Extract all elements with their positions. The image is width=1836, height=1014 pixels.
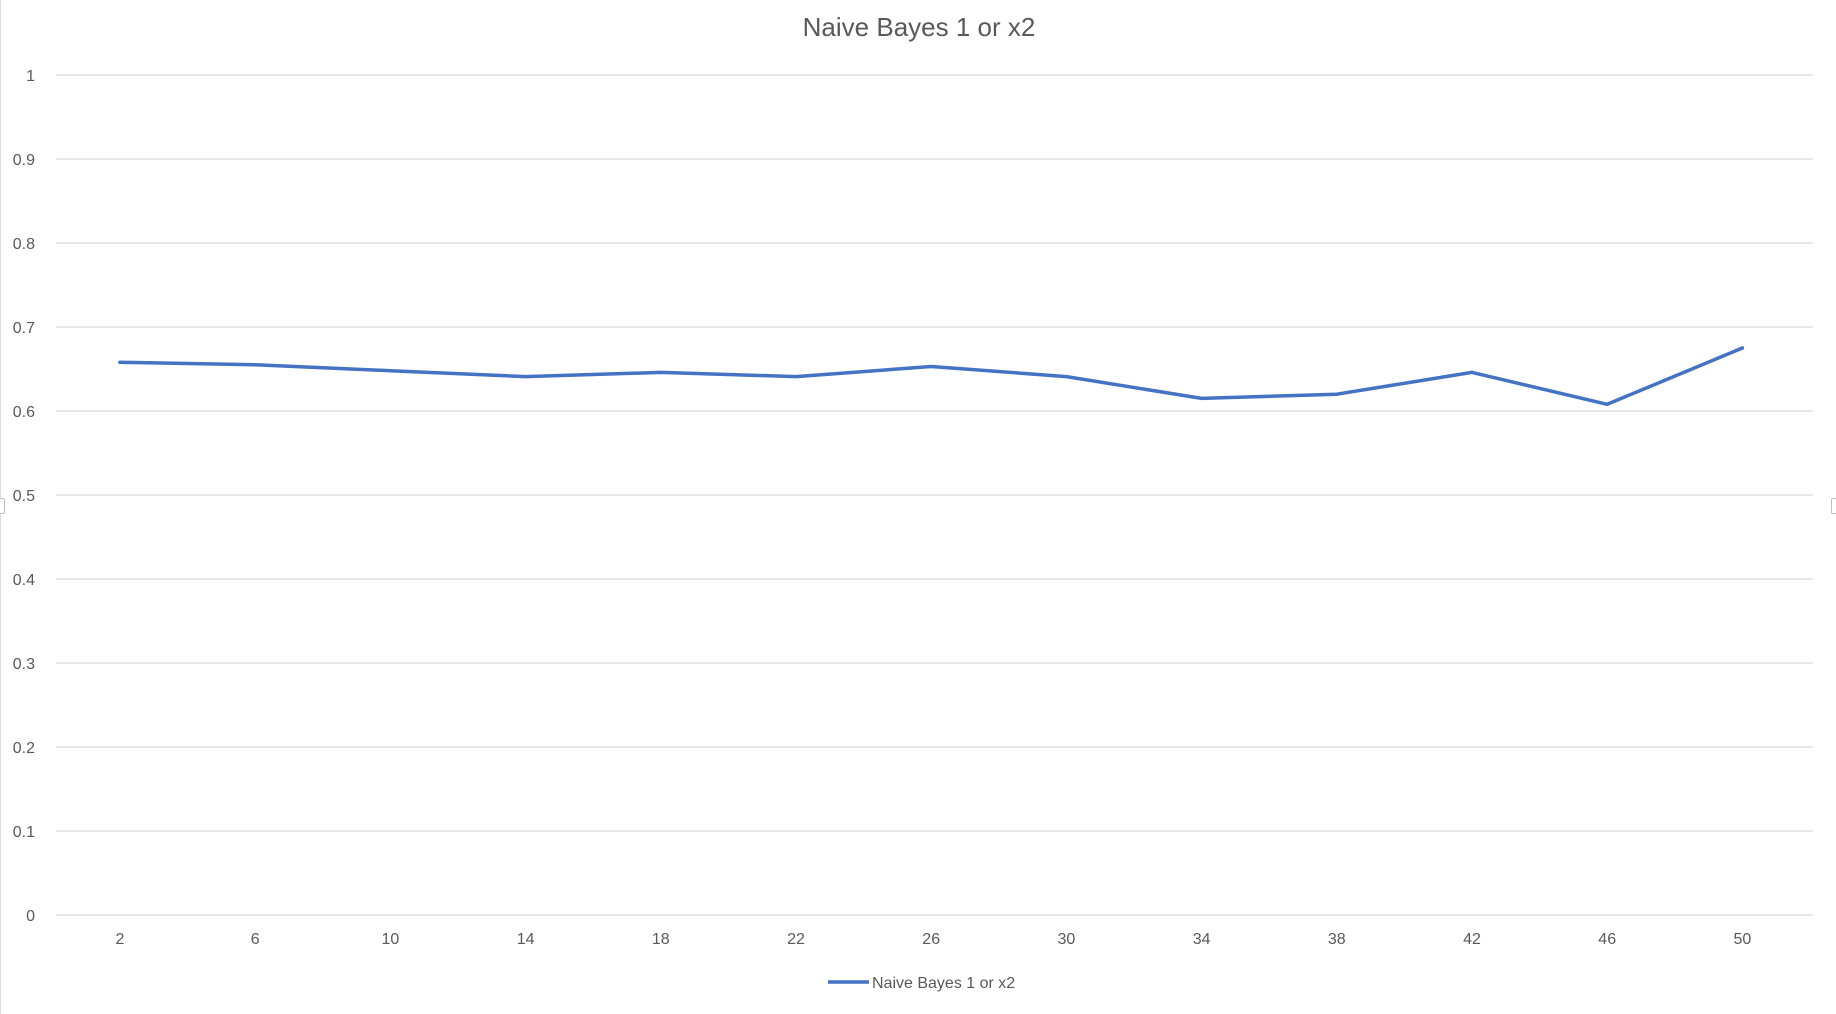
data-point[interactable] bbox=[118, 360, 122, 364]
y-tick-label: 1 bbox=[26, 68, 35, 85]
y-tick-label: 0.7 bbox=[13, 320, 35, 337]
x-tick-label: 38 bbox=[1328, 931, 1346, 948]
gridlines bbox=[56, 74, 1813, 916]
x-tick-label: 6 bbox=[251, 931, 260, 948]
x-tick-label: 34 bbox=[1193, 931, 1211, 948]
data-point[interactable] bbox=[1335, 392, 1339, 396]
y-tick-label: 0.8 bbox=[13, 236, 35, 253]
series-lines bbox=[118, 346, 1745, 407]
x-tick-label: 46 bbox=[1598, 931, 1616, 948]
legend: Naive Bayes 1 or x2 bbox=[828, 975, 1015, 992]
data-point[interactable] bbox=[1740, 346, 1744, 350]
data-point[interactable] bbox=[388, 369, 392, 373]
x-tick-label: 50 bbox=[1734, 931, 1752, 948]
y-tick-label: 0.3 bbox=[13, 656, 35, 673]
data-point[interactable] bbox=[1605, 402, 1609, 406]
x-tick-label: 42 bbox=[1463, 931, 1481, 948]
y-tick-label: 0.5 bbox=[13, 488, 35, 505]
x-tick-label: 10 bbox=[382, 931, 400, 948]
x-tick-label: 2 bbox=[116, 931, 125, 948]
x-tick-label: 18 bbox=[652, 931, 670, 948]
x-tick-label: 30 bbox=[1058, 931, 1076, 948]
x-tick-label: 26 bbox=[922, 931, 940, 948]
chart-title: Naive Bayes 1 or x2 bbox=[802, 12, 1036, 42]
data-point[interactable] bbox=[524, 374, 528, 379]
x-tick-label: 14 bbox=[517, 931, 535, 948]
y-tick-label: 0 bbox=[26, 908, 35, 925]
resize-handle-left[interactable] bbox=[0, 498, 5, 514]
y-tick-label: 0.2 bbox=[13, 740, 35, 757]
data-point[interactable] bbox=[929, 364, 933, 369]
y-tick-label: 0.9 bbox=[13, 152, 35, 169]
data-point[interactable] bbox=[794, 374, 798, 379]
y-tick-label: 0.1 bbox=[13, 824, 35, 841]
series-line[interactable] bbox=[118, 346, 1745, 407]
resize-handle-right[interactable] bbox=[1831, 498, 1836, 514]
x-tick-label: 22 bbox=[787, 931, 805, 948]
y-tick-label: 0.6 bbox=[13, 404, 35, 421]
data-point[interactable] bbox=[1470, 370, 1474, 374]
data-point[interactable] bbox=[659, 370, 663, 374]
data-point[interactable] bbox=[1200, 396, 1204, 400]
x-axis-ticks: 2 6 10 14 18 22 26 30 34 38 42 46 50 bbox=[116, 931, 1752, 948]
y-tick-label: 0.4 bbox=[13, 572, 35, 589]
legend-label: Naive Bayes 1 or x2 bbox=[872, 975, 1015, 992]
data-point[interactable] bbox=[253, 363, 257, 367]
y-axis-ticks: 0 0.1 0.2 0.3 0.4 0.5 0.6 0.7 0.8 0.9 1 bbox=[13, 68, 35, 925]
data-point[interactable] bbox=[1064, 374, 1068, 379]
